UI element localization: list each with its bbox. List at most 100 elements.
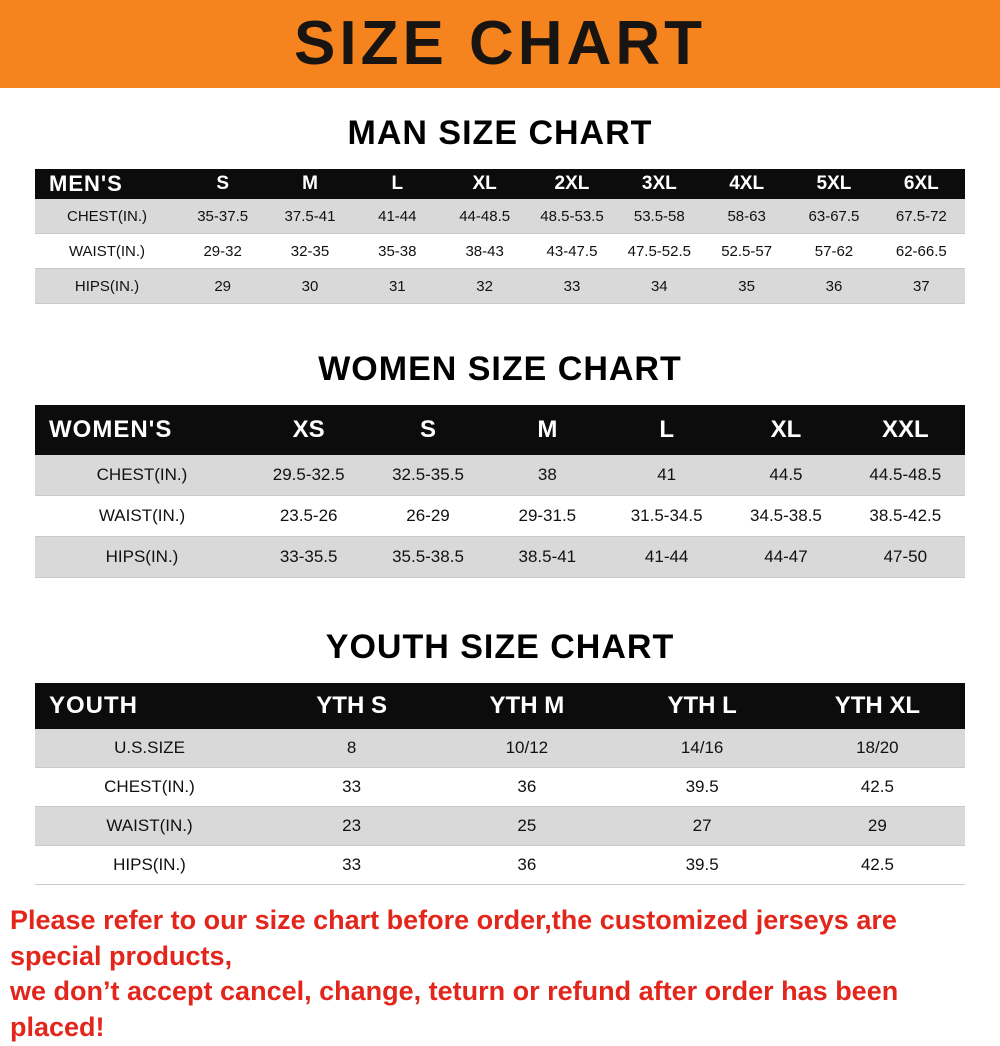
value-cell: 29	[789, 806, 965, 846]
size-column-header: 3XL	[615, 169, 703, 199]
section-title-women: WOMEN SIZE CHART	[318, 350, 682, 388]
value-cell: 23.5-26	[249, 495, 369, 537]
table-header-row: MEN'S S M L XL 2XL 3XL 4XL 5XL 6XL	[35, 169, 965, 199]
footer-note: Please refer to our size chart before or…	[0, 903, 1000, 1046]
value-cell: 35.5-38.5	[368, 536, 488, 578]
value-cell: 14/16	[614, 729, 790, 768]
value-cell: 42.5	[789, 845, 965, 885]
size-column-header: XL	[440, 169, 529, 199]
table-row: WAIST(IN.) 23 25 27 29	[35, 806, 965, 846]
value-cell: 38-43	[440, 233, 529, 269]
value-cell: 29.5-32.5	[249, 455, 369, 496]
value-cell: 36	[439, 767, 615, 807]
value-cell: 32	[440, 268, 529, 304]
value-cell: 62-66.5	[877, 233, 965, 269]
row-label-cell: CHEST(IN.)	[35, 199, 179, 234]
value-cell: 47-50	[845, 536, 965, 578]
women-size-table: WOMEN'S XS S M L XL XXL CHEST(IN.) 29.5-32.5 32.5…	[35, 405, 965, 578]
value-cell: 37.5-41	[266, 199, 354, 234]
value-cell: 8	[264, 729, 440, 768]
value-cell: 42.5	[789, 767, 965, 807]
row-label-cell: WAIST(IN.)	[35, 495, 249, 537]
value-cell: 38.5-42.5	[845, 495, 965, 537]
value-cell: 39.5	[614, 845, 790, 885]
value-cell: 26-29	[368, 495, 488, 537]
banner: SIZE CHART	[0, 0, 1000, 88]
size-column-header: 5XL	[790, 169, 878, 199]
value-cell: 29-32	[179, 233, 267, 269]
value-cell: 33	[264, 845, 440, 885]
youth-size-table: YOUTH YTH S YTH M YTH L YTH XL U.S.SIZE 8 10/12…	[35, 683, 965, 885]
table-row: WAIST(IN.) 23.5-26 26-29 29-31.5 31.5-34.5 34…	[35, 495, 965, 537]
value-cell: 35-37.5	[179, 199, 267, 234]
value-cell: 44-47	[726, 536, 846, 578]
value-cell: 36	[439, 845, 615, 885]
size-column-header: YTH XL	[789, 683, 965, 729]
value-cell: 34.5-38.5	[726, 495, 846, 537]
size-column-header: S	[179, 169, 267, 199]
table-row: U.S.SIZE 8 10/12 14/16 18/20	[35, 729, 965, 768]
table-row: WAIST(IN.) 29-32 32-35 35-38 38-43 43-47.5 47.…	[35, 233, 965, 269]
table-title-cell: YOUTH	[35, 683, 264, 729]
value-cell: 44.5-48.5	[845, 455, 965, 496]
value-cell: 35	[702, 268, 791, 304]
row-label-cell: U.S.SIZE	[35, 729, 264, 768]
row-label-cell: WAIST(IN.)	[35, 806, 264, 846]
size-column-header: 2XL	[528, 169, 616, 199]
table-row: CHEST(IN.) 33 36 39.5 42.5	[35, 767, 965, 807]
content: MAN SIZE CHART MEN'S S M L XL 2XL 3XL 4XL 5XL 6XL…	[0, 88, 1000, 885]
man-size-table: MEN'S S M L XL 2XL 3XL 4XL 5XL 6XL CHEST(IN.) 35-37…	[35, 169, 965, 304]
value-cell: 67.5-72	[877, 199, 965, 234]
value-cell: 33	[528, 268, 616, 304]
value-cell: 38.5-41	[487, 536, 607, 578]
value-cell: 39.5	[614, 767, 790, 807]
value-cell: 44.5	[726, 455, 846, 496]
table-row: CHEST(IN.) 35-37.5 37.5-41 41-44 44-48.5 48.5…	[35, 199, 965, 234]
value-cell: 47.5-52.5	[615, 233, 703, 269]
value-cell: 23	[264, 806, 440, 846]
value-cell: 58-63	[702, 199, 791, 234]
size-column-header: M	[266, 169, 354, 199]
value-cell: 32.5-35.5	[368, 455, 488, 496]
value-cell: 34	[615, 268, 703, 304]
man-size-section: MAN SIZE CHART MEN'S S M L XL 2XL 3XL 4XL 5XL 6XL…	[0, 88, 1000, 304]
table-title-cell: WOMEN'S	[35, 405, 249, 455]
size-column-header: XS	[249, 405, 369, 455]
value-cell: 53.5-58	[615, 199, 703, 234]
section-title-man: MAN SIZE CHART	[347, 114, 653, 152]
value-cell: 25	[439, 806, 615, 846]
table-row: HIPS(IN.) 29 30 31 32 33 34 35 36 37	[35, 268, 965, 304]
size-column-header: L	[353, 169, 441, 199]
value-cell: 18/20	[789, 729, 965, 768]
size-column-header: 6XL	[877, 169, 965, 199]
women-size-section: WOMEN SIZE CHART WOMEN'S XS S M L XL XXL CHEST(…	[0, 304, 1000, 578]
value-cell: 33	[264, 767, 440, 807]
youth-size-section: YOUTH SIZE CHART YOUTH YTH S YTH M YTH L YTH…	[0, 578, 1000, 885]
value-cell: 41	[606, 455, 727, 496]
size-column-header: S	[368, 405, 488, 455]
size-column-header: YTH S	[264, 683, 440, 729]
value-cell: 36	[790, 268, 878, 304]
table-header-row: YOUTH YTH S YTH M YTH L YTH XL	[35, 683, 965, 729]
row-label-cell: HIPS(IN.)	[35, 845, 264, 885]
table-row: CHEST(IN.) 29.5-32.5 32.5-35.5 38 41 44.5 44.5…	[35, 455, 965, 496]
size-column-header: XXL	[845, 405, 965, 455]
value-cell: 10/12	[439, 729, 615, 768]
size-column-header: YTH M	[439, 683, 615, 729]
table-row: HIPS(IN.) 33 36 39.5 42.5	[35, 845, 965, 885]
row-label-cell: CHEST(IN.)	[35, 767, 264, 807]
note-line-2: we don’t accept cancel, change, teturn o…	[10, 976, 899, 1042]
value-cell: 29-31.5	[487, 495, 607, 537]
size-column-header: XL	[726, 405, 846, 455]
note-line-1: Please refer to our size chart before or…	[10, 905, 897, 971]
page-title: SIZE CHART	[294, 9, 706, 78]
value-cell: 27	[614, 806, 790, 846]
value-cell: 35-38	[353, 233, 441, 269]
row-label-cell: HIPS(IN.)	[35, 536, 249, 578]
value-cell: 30	[266, 268, 354, 304]
table-header-row: WOMEN'S XS S M L XL XXL	[35, 405, 965, 455]
value-cell: 52.5-57	[702, 233, 791, 269]
value-cell: 41-44	[353, 199, 441, 234]
value-cell: 33-35.5	[249, 536, 369, 578]
value-cell: 48.5-53.5	[528, 199, 616, 234]
